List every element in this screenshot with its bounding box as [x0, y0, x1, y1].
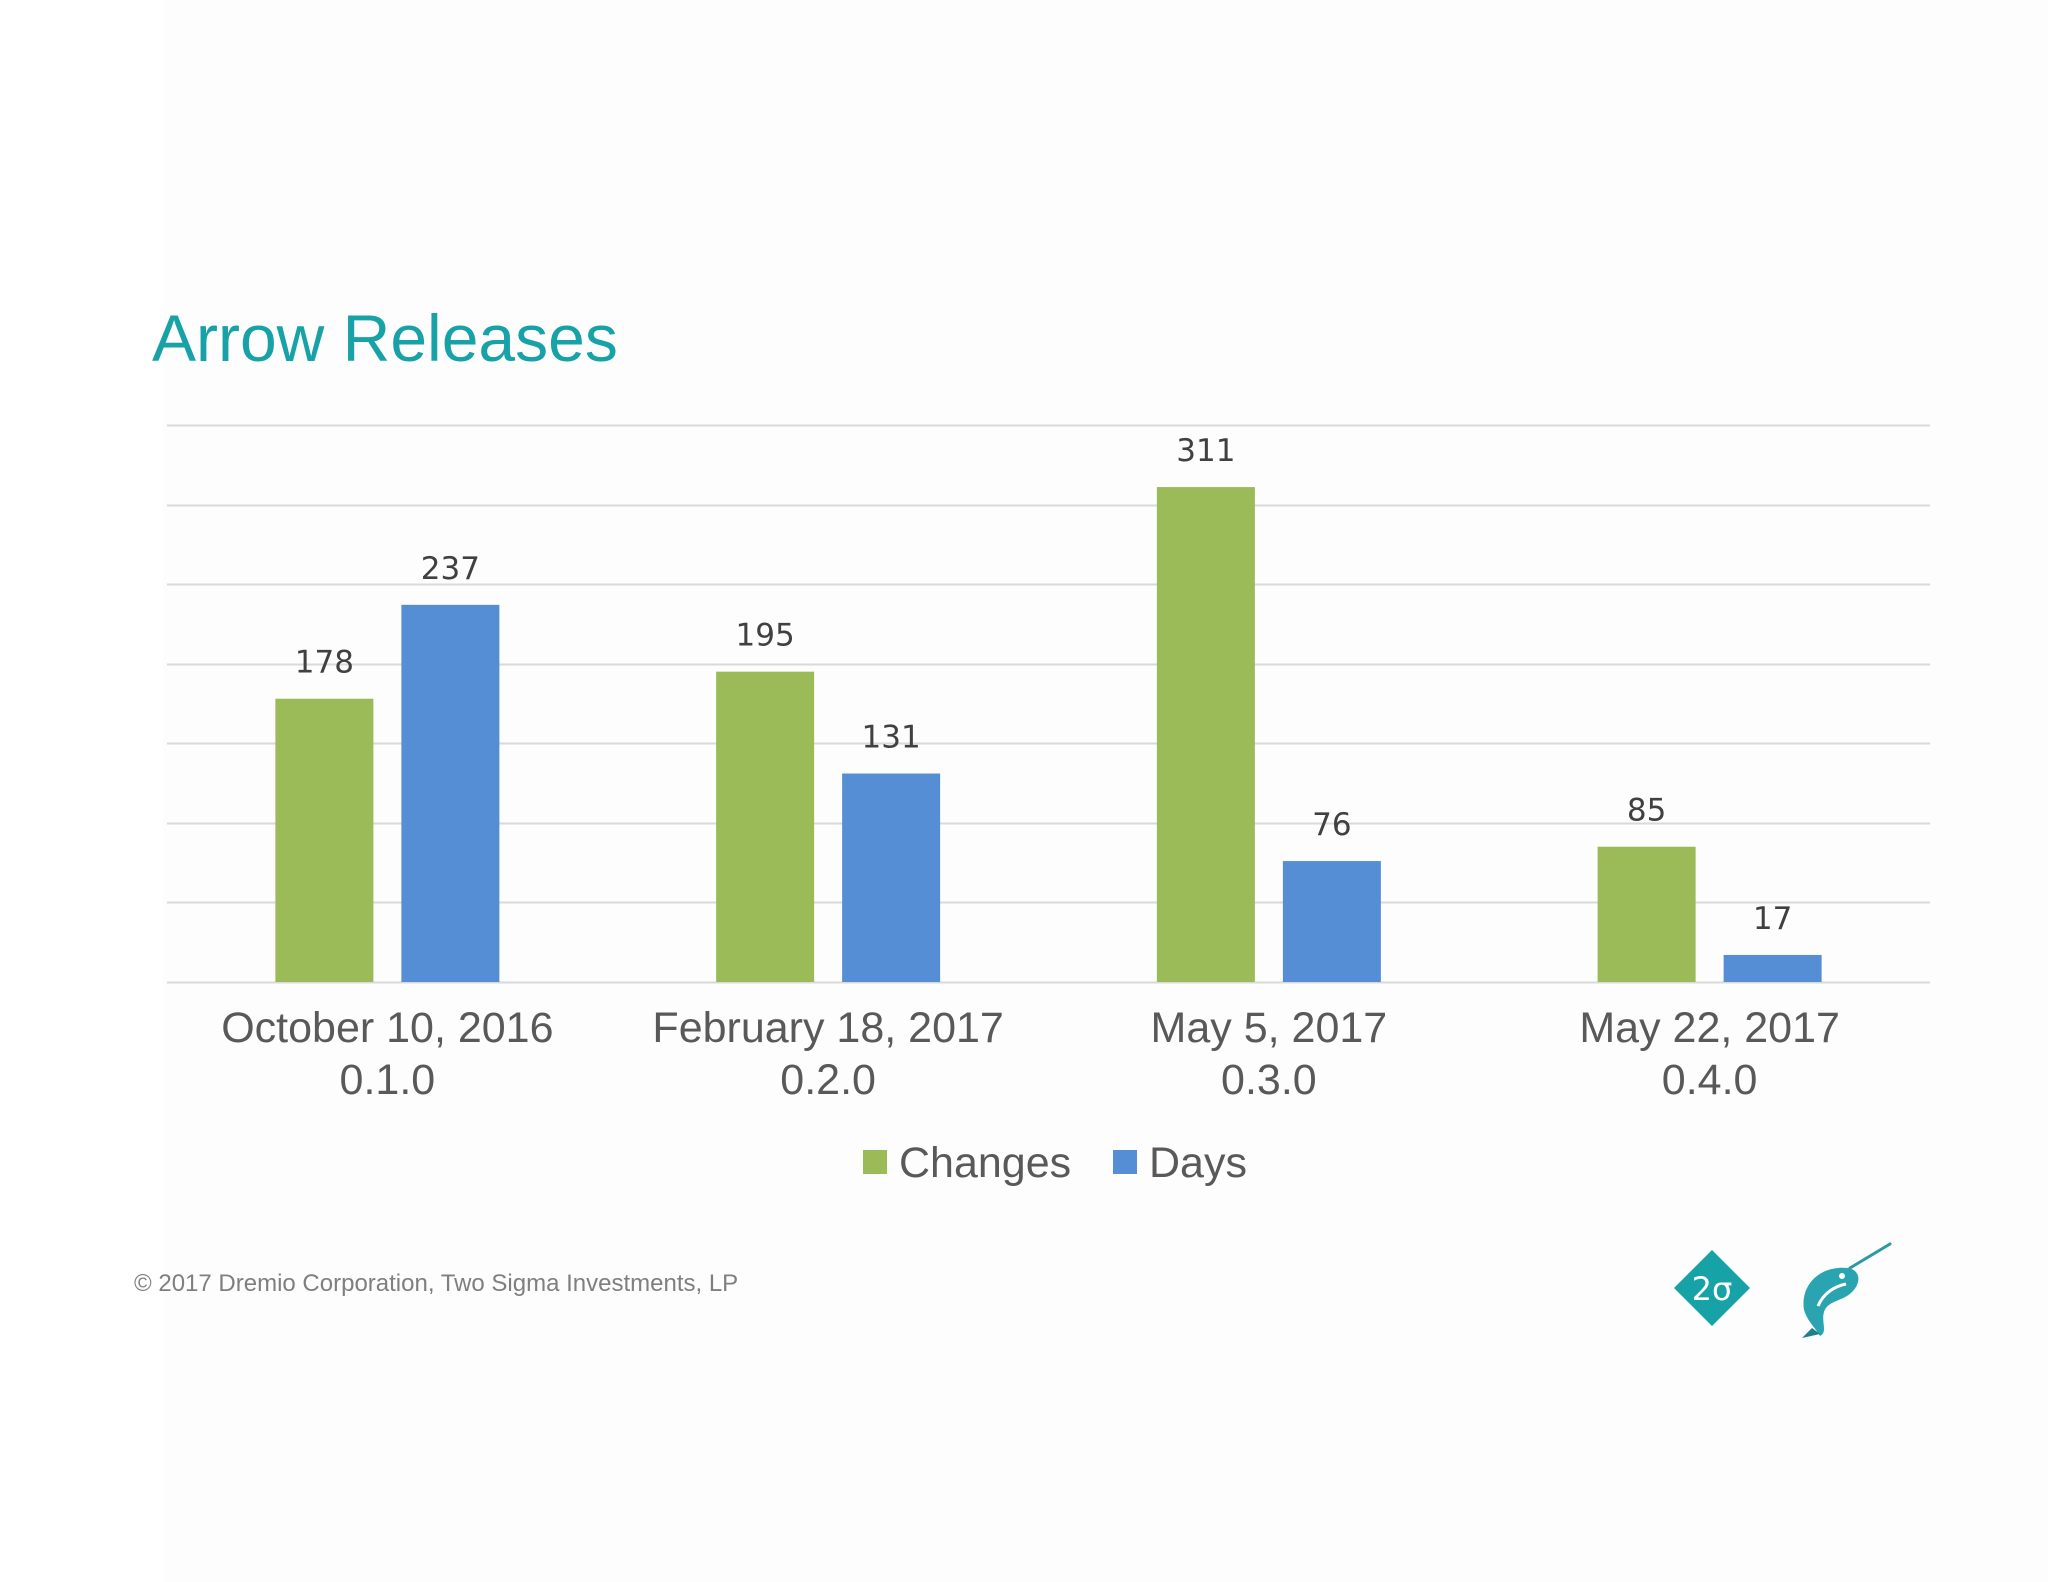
legend: Changes Days [863, 1139, 1247, 1187]
data-label: 17 [1753, 901, 1792, 937]
legend-label-changes: Changes [899, 1139, 1071, 1187]
x-tick-label: 0.1.0 [340, 1056, 436, 1104]
data-label: 237 [421, 551, 480, 587]
x-tick-label: October 10, 2016 [221, 1004, 553, 1052]
data-label: 76 [1312, 807, 1351, 843]
x-tick-label: February 18, 2017 [652, 1004, 1003, 1052]
data-label: 195 [736, 618, 795, 654]
data-label: 178 [295, 645, 354, 681]
bars [275, 487, 1822, 982]
bar-days [1723, 954, 1822, 982]
bar-changes [1156, 487, 1255, 982]
two-sigma-logo-text: 2σ [1692, 1270, 1733, 1308]
data-label: 311 [1176, 433, 1235, 469]
x-tick-label: 0.3.0 [1221, 1056, 1317, 1104]
x-tick-label: 0.2.0 [780, 1056, 876, 1104]
bar-days [1282, 861, 1381, 982]
bar-changes [1597, 846, 1696, 982]
bar-days [842, 773, 941, 982]
data-labels: 178 237 195 131 311 76 85 17 [295, 433, 1793, 937]
two-sigma-logo: 2σ [1674, 1250, 1750, 1326]
narwhal-logo [1802, 1242, 1892, 1338]
legend-label-days: Days [1149, 1139, 1247, 1187]
page-title: Arrow Releases [152, 301, 618, 375]
bar-changes [716, 671, 815, 982]
bar-changes [275, 698, 374, 982]
x-tick-label: 0.4.0 [1662, 1056, 1758, 1104]
bar-days [401, 604, 500, 982]
x-tick-label: May 5, 2017 [1151, 1004, 1388, 1052]
x-tick-label: May 22, 2017 [1579, 1004, 1840, 1052]
data-label: 131 [862, 720, 921, 756]
data-label: 85 [1627, 793, 1666, 829]
legend-swatch-changes [863, 1150, 887, 1174]
copyright-footer: © 2017 Dremio Corporation, Two Sigma Inv… [134, 1270, 739, 1297]
legend-swatch-days [1113, 1150, 1137, 1174]
